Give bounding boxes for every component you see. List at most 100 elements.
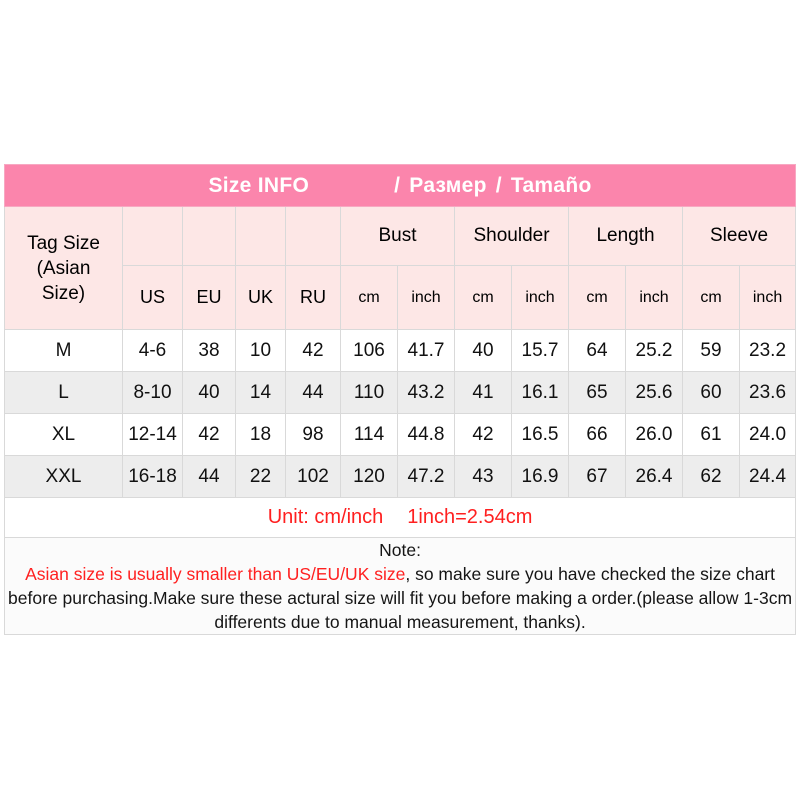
title-spanish-label: Tamaño bbox=[510, 173, 592, 197]
note-warning-text: Asian size is usually smaller than US/EU… bbox=[25, 564, 406, 584]
table-row: XL 12-14 42 18 98 114 44.8 42 16.5 66 26… bbox=[4, 413, 797, 456]
cell-sleeve-inch: 23.6 bbox=[738, 371, 797, 414]
cell-bust-inch: 43.2 bbox=[397, 371, 455, 414]
cell-length-cm: 67 bbox=[568, 455, 626, 498]
table-row: XXL 16-18 44 22 102 120 47.2 43 16.9 67 … bbox=[4, 455, 797, 498]
cell-size-name: L bbox=[4, 371, 123, 414]
note-cell: Note: Asian size is usually smaller than… bbox=[3, 537, 797, 635]
title-separator-2: / bbox=[495, 173, 502, 197]
cell-eu: 42 bbox=[182, 413, 236, 456]
header-region-uk: UK bbox=[235, 265, 286, 330]
cell-sleeve-cm: 60 bbox=[682, 371, 740, 414]
cell-length-inch: 25.2 bbox=[625, 329, 683, 372]
cell-uk: 14 bbox=[235, 371, 286, 414]
header-shoulder-cm: cm bbox=[454, 265, 512, 330]
cell-length-inch: 26.0 bbox=[625, 413, 683, 456]
cell-shoulder-inch: 16.9 bbox=[511, 455, 569, 498]
cell-sleeve-inch: 23.2 bbox=[738, 329, 797, 372]
cell-sleeve-cm: 61 bbox=[682, 413, 740, 456]
cell-us: 4-6 bbox=[122, 329, 183, 372]
header-tag-size: Tag Size (Asian Size) bbox=[4, 206, 123, 330]
header-length-inch: inch bbox=[625, 265, 683, 330]
cell-bust-inch: 44.8 bbox=[397, 413, 455, 456]
cell-size-name: XXL bbox=[4, 455, 123, 498]
header-region-us: US bbox=[122, 265, 183, 330]
header-spacer-ru bbox=[285, 206, 341, 266]
tag-size-line-1: Tag Size bbox=[27, 232, 100, 254]
cell-bust-cm: 110 bbox=[340, 371, 398, 414]
cell-sleeve-inch: 24.0 bbox=[738, 413, 797, 456]
sub-header-row: US EU UK RU cm inch cm inch cm inch cm i… bbox=[5, 265, 797, 330]
cell-us: 16-18 bbox=[122, 455, 183, 498]
cell-length-inch: 25.6 bbox=[625, 371, 683, 414]
cell-size-name: XL bbox=[4, 413, 123, 456]
title-bar-cell: Size INFO / Размер / Tamaño bbox=[3, 164, 797, 207]
unit-conversion-row: Unit: cm/inch 1inch=2.54cm bbox=[3, 497, 797, 538]
group-header-row: Tag Size (Asian Size) Bust Shoulder Leng… bbox=[4, 206, 797, 330]
header-shoulder-inch: inch bbox=[511, 265, 569, 330]
header-group-bust: Bust bbox=[340, 206, 455, 266]
cell-sleeve-cm: 59 bbox=[682, 329, 740, 372]
unit-label: Unit: cm/inch bbox=[267, 506, 384, 528]
cell-bust-inch: 47.2 bbox=[397, 455, 455, 498]
header-group-shoulder: Shoulder bbox=[454, 206, 569, 266]
cell-bust-cm: 106 bbox=[340, 329, 398, 372]
header-spacer-us bbox=[122, 206, 183, 266]
unit-conversion-cell: Unit: cm/inch 1inch=2.54cm bbox=[3, 497, 797, 538]
cell-sleeve-inch: 24.4 bbox=[738, 455, 797, 498]
cell-bust-cm: 120 bbox=[340, 455, 398, 498]
cell-shoulder-cm: 42 bbox=[454, 413, 512, 456]
cell-uk: 18 bbox=[235, 413, 286, 456]
cell-bust-inch: 41.7 bbox=[397, 329, 455, 372]
cell-shoulder-inch: 15.7 bbox=[511, 329, 569, 372]
cell-ru: 98 bbox=[285, 413, 341, 456]
cell-shoulder-inch: 16.5 bbox=[511, 413, 569, 456]
note-row: Note: Asian size is usually smaller than… bbox=[3, 537, 797, 635]
title-russian-label: Размер bbox=[409, 173, 487, 197]
header-length-cm: cm bbox=[568, 265, 626, 330]
cell-length-cm: 65 bbox=[568, 371, 626, 414]
cell-shoulder-cm: 43 bbox=[454, 455, 512, 498]
tag-size-line-3: Size) bbox=[41, 282, 86, 304]
header-bust-cm: cm bbox=[340, 265, 398, 330]
header-spacer-eu bbox=[182, 206, 236, 266]
cell-length-cm: 64 bbox=[568, 329, 626, 372]
cell-shoulder-cm: 41 bbox=[454, 371, 512, 414]
title-row: Size INFO / Размер / Tamaño bbox=[3, 164, 797, 207]
header-group-sleeve: Sleeve bbox=[681, 206, 797, 266]
title-separator-1: / bbox=[394, 173, 401, 197]
cell-uk: 22 bbox=[235, 455, 286, 498]
cell-us: 8-10 bbox=[122, 371, 183, 414]
tag-size-line-2: (Asian bbox=[36, 257, 91, 279]
header-region-ru: RU bbox=[285, 265, 341, 330]
cell-ru: 42 bbox=[285, 329, 341, 372]
title-main-label: Size INFO bbox=[208, 173, 310, 197]
size-info-table: Size INFO / Размер / Tamaño Tag Size (As… bbox=[3, 164, 797, 635]
cell-length-cm: 66 bbox=[568, 413, 626, 456]
note-body-text: , so make sure you have checked the size… bbox=[8, 564, 793, 632]
header-group-length: Length bbox=[568, 206, 683, 266]
cell-ru: 44 bbox=[285, 371, 341, 414]
cell-bust-cm: 114 bbox=[340, 413, 398, 456]
conversion-label: 1inch=2.54cm bbox=[407, 506, 533, 528]
cell-eu: 44 bbox=[182, 455, 236, 498]
cell-sleeve-cm: 62 bbox=[682, 455, 740, 498]
header-region-eu: EU bbox=[182, 265, 236, 330]
cell-eu: 40 bbox=[182, 371, 236, 414]
header-sleeve-inch: inch bbox=[738, 265, 797, 330]
table-row: M 4-6 38 10 42 106 41.7 40 15.7 64 25.2 … bbox=[4, 329, 797, 372]
cell-size-name: M bbox=[4, 329, 123, 372]
cell-shoulder-inch: 16.1 bbox=[511, 371, 569, 414]
header-bust-inch: inch bbox=[397, 265, 455, 330]
cell-length-inch: 26.4 bbox=[625, 455, 683, 498]
note-label: Note: bbox=[379, 540, 421, 560]
cell-us: 12-14 bbox=[122, 413, 183, 456]
cell-uk: 10 bbox=[235, 329, 286, 372]
table-row: L 8-10 40 14 44 110 43.2 41 16.1 65 25.6… bbox=[4, 371, 797, 414]
header-sleeve-cm: cm bbox=[682, 265, 740, 330]
header-spacer-uk bbox=[235, 206, 286, 266]
cell-shoulder-cm: 40 bbox=[454, 329, 512, 372]
cell-eu: 38 bbox=[182, 329, 236, 372]
cell-ru: 102 bbox=[285, 455, 341, 498]
